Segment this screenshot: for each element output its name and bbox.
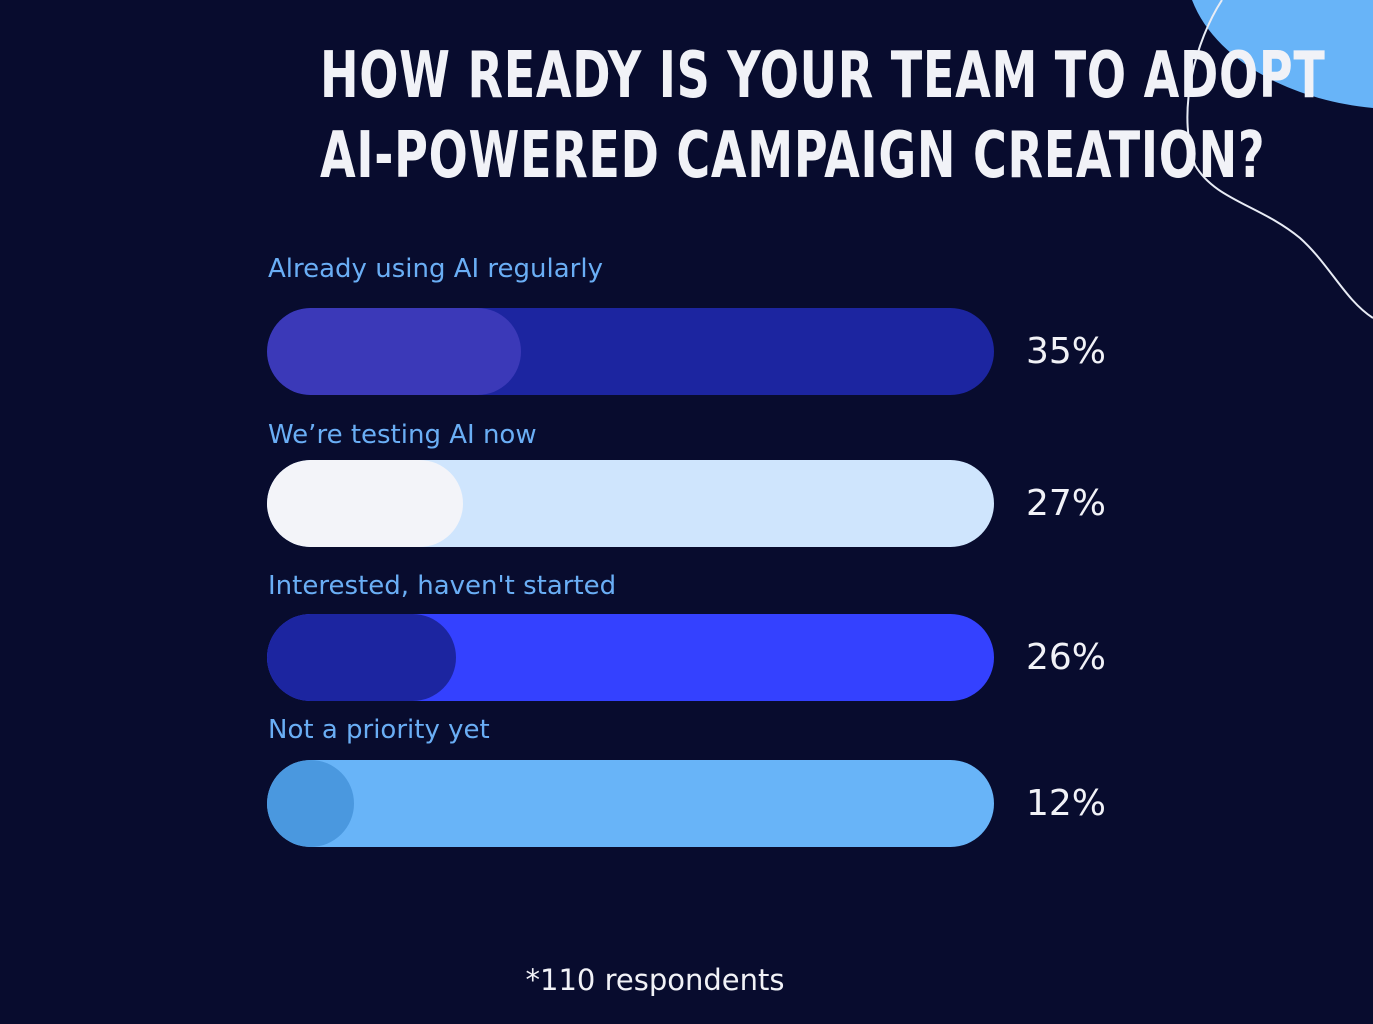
category-label: Interested, haven't started [268, 571, 617, 601]
value-label: 35% [1026, 331, 1107, 372]
bar-fill [267, 760, 354, 847]
category-label: We’re testing AI now [268, 420, 537, 450]
bar-fill [267, 460, 463, 547]
category-label: Already using AI regularly [268, 254, 603, 284]
chart-title-line-1: HOW READY IS YOUR TEAM TO ADOPT [320, 39, 1326, 113]
value-label: 12% [1026, 783, 1107, 824]
bar-track [267, 760, 994, 847]
value-label: 27% [1026, 483, 1107, 524]
category-label: Not a priority yet [268, 715, 490, 745]
bar-track [267, 460, 994, 547]
chart-title: HOW READY IS YOUR TEAM TO ADOPT AI-POWER… [320, 36, 1326, 196]
bar-track [267, 308, 994, 395]
bar-track [267, 614, 994, 701]
bar-fill [267, 614, 456, 701]
value-label: 26% [1026, 637, 1107, 678]
bar-fill [267, 308, 521, 395]
respondents-footnote: *110 respondents [525, 963, 785, 997]
chart-title-line-2: AI-POWERED CAMPAIGN CREATION? [320, 119, 1266, 193]
